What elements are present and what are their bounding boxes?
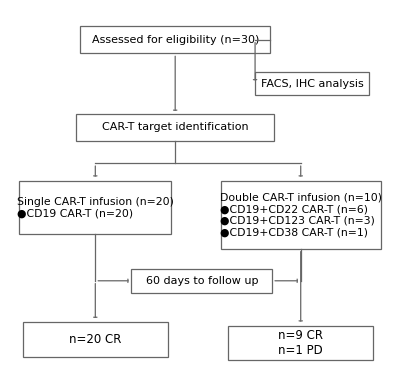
- FancyBboxPatch shape: [23, 322, 168, 357]
- Text: Single CAR-T infusion (n=20)
●CD19 CAR-T (n=20): Single CAR-T infusion (n=20) ●CD19 CAR-T…: [17, 197, 174, 219]
- Text: 60 days to follow up: 60 days to follow up: [146, 276, 258, 286]
- FancyBboxPatch shape: [228, 326, 373, 360]
- FancyBboxPatch shape: [221, 181, 380, 249]
- Text: CAR-T target identification: CAR-T target identification: [102, 123, 248, 132]
- Text: Double CAR-T infusion (n=10)
●CD19+CD22 CAR-T (n=6)
●CD19+CD123 CAR-T (n=3)
●CD1: Double CAR-T infusion (n=10) ●CD19+CD22 …: [220, 192, 382, 237]
- FancyBboxPatch shape: [19, 181, 171, 234]
- Text: n=20 CR: n=20 CR: [69, 333, 122, 346]
- Text: FACS, IHC analysis: FACS, IHC analysis: [261, 78, 364, 89]
- Text: Assessed for eligibility (n=30): Assessed for eligibility (n=30): [92, 35, 259, 45]
- FancyBboxPatch shape: [76, 114, 274, 141]
- FancyBboxPatch shape: [255, 72, 369, 95]
- FancyBboxPatch shape: [80, 26, 270, 53]
- Text: n=9 CR
n=1 PD: n=9 CR n=1 PD: [278, 329, 323, 357]
- FancyBboxPatch shape: [132, 269, 272, 293]
